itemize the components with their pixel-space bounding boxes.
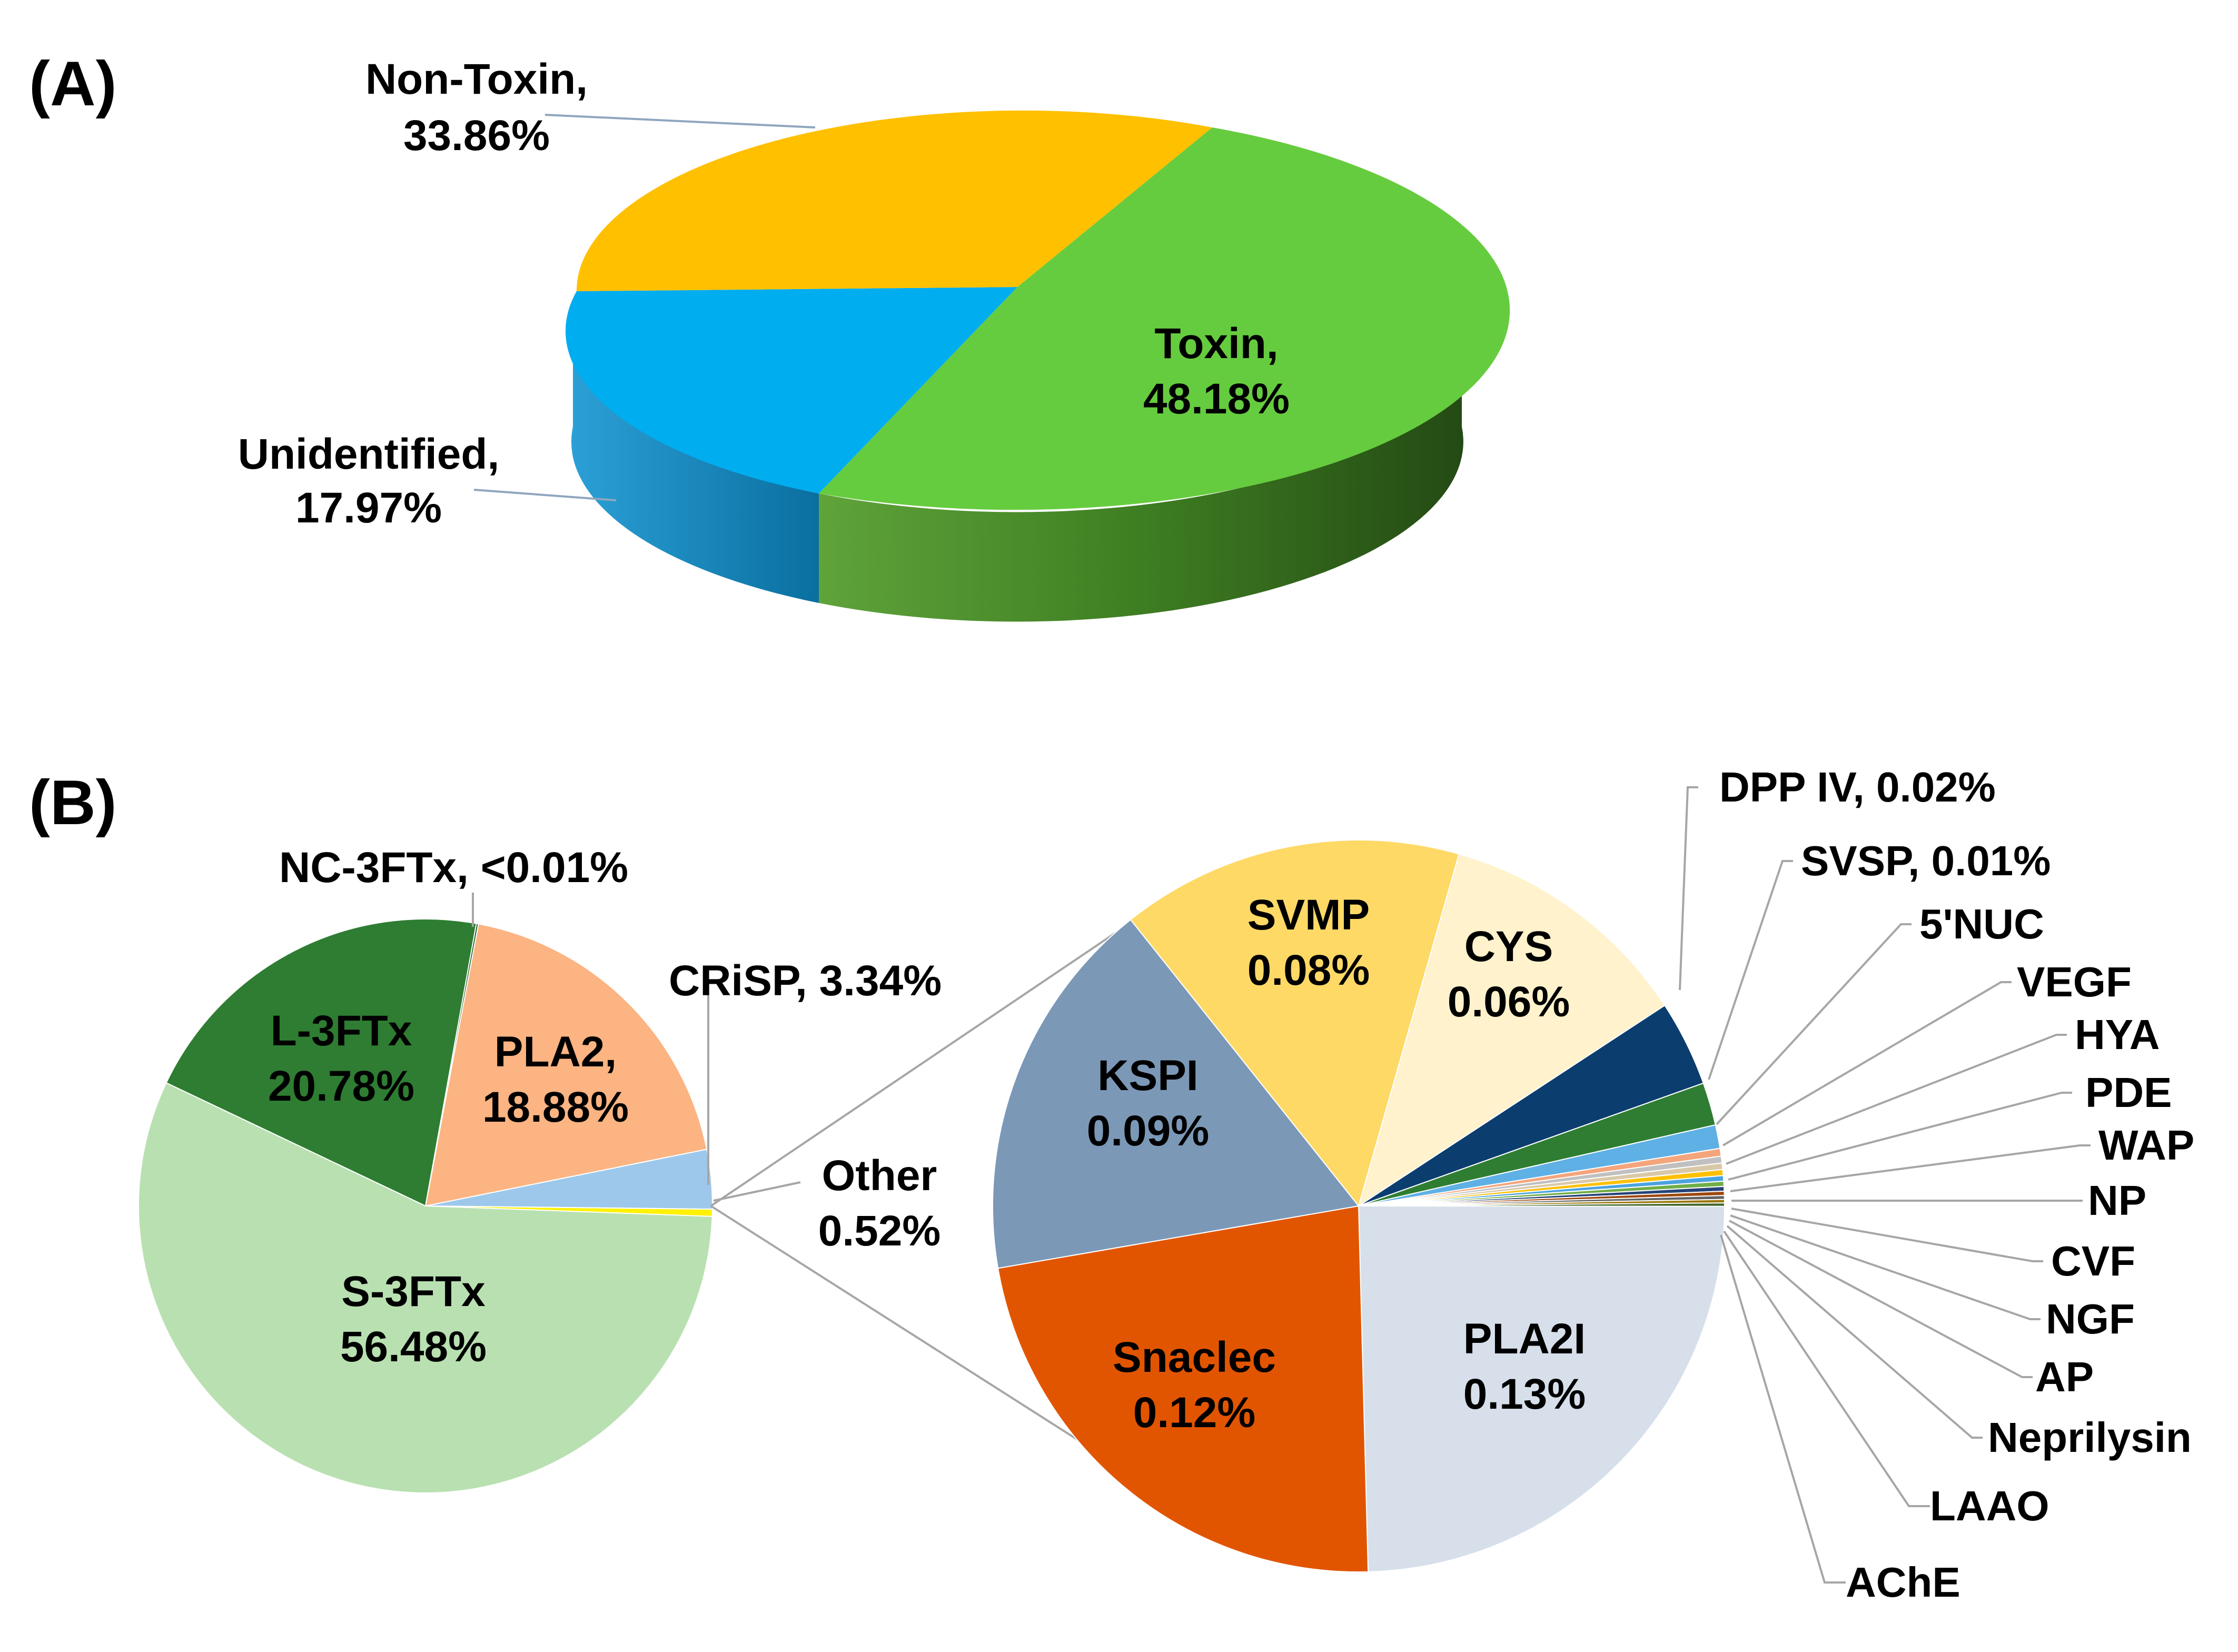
pie-b-leaders xyxy=(472,893,801,1202)
leader-ngf xyxy=(1730,1214,2041,1320)
pie-c-slice-pla2i xyxy=(1358,1205,1726,1572)
pie-a-leader-non-toxin xyxy=(544,114,816,128)
pie-a-side-toxin xyxy=(819,317,1463,622)
leader-hya xyxy=(1726,1034,2067,1165)
pie-b-slice-pla2 xyxy=(424,923,708,1207)
pie-c-label-svmp-1: SVMP xyxy=(1247,891,1370,939)
pie-other-breakdown xyxy=(992,839,1726,1572)
pie-c-label-ap: AP xyxy=(2035,1353,2094,1400)
leader-5nuc xyxy=(1716,923,1912,1125)
leader-dpp-iv xyxy=(1679,786,1698,991)
pie-b-label-l3ftx-2: 20.78% xyxy=(268,1062,414,1110)
pie-c-label-kspi-2: 0.09% xyxy=(1087,1107,1210,1155)
pie-c-label-wap: WAP xyxy=(2098,1122,2194,1169)
panel-b-label: (B) xyxy=(29,767,117,838)
pie-a-leader-unidentified xyxy=(473,489,617,501)
panel-a-label: (A) xyxy=(29,48,117,119)
pie-c-label-svmp-2: 0.08% xyxy=(1247,946,1370,994)
pie-a-label-toxin-2: 48.18% xyxy=(1143,375,1290,423)
pie-c-label-np: NP xyxy=(2088,1177,2146,1224)
leader-ache xyxy=(1720,1234,1846,1584)
pie-c-label-ngf: NGF xyxy=(2046,1295,2135,1342)
leader-vegf xyxy=(1722,981,2012,1146)
pie-c-slice-svmp xyxy=(1130,839,1460,1208)
pie-b-label-l3ftx-1: L-3FTx xyxy=(271,1007,412,1055)
leader-cvf xyxy=(1731,1208,2043,1262)
pie-a: Toxin, 48.18% Unidentified, 17.97% Non-T… xyxy=(238,55,1510,622)
pie-c-slice-snaclec xyxy=(997,1205,1369,1572)
pie-c-label-5nuc: 5'NUC xyxy=(1919,901,2044,947)
pie-c-slice-ache xyxy=(1358,1202,1726,1207)
pie-a-label-non-toxin-2: 33.86% xyxy=(403,112,550,160)
pie-b-slice-l-3ftx xyxy=(165,918,477,1207)
pie-a-label-non-toxin-1: Non-Toxin, xyxy=(365,55,588,103)
pie-b-label-crisp: CRiSP, 3.34% xyxy=(669,957,942,1005)
leader-neprilysin xyxy=(1726,1225,1983,1439)
pie-c-leaders xyxy=(1679,786,2091,1584)
pie-c-label-dpp-iv: DPP IV, 0.02% xyxy=(1719,764,1996,810)
pie-a-side-unidentified xyxy=(571,317,819,603)
leader-pde xyxy=(1728,1092,2072,1181)
pie-a-slice-unidentified xyxy=(565,287,1017,493)
connector-top xyxy=(710,921,1133,1207)
pie-c-label-snaclec-2: 0.12% xyxy=(1133,1389,1256,1437)
pie-b-label-other-1: Other xyxy=(822,1152,937,1200)
leader-ap xyxy=(1729,1220,2033,1378)
pie-c-label-pde: PDE xyxy=(2085,1069,2172,1116)
pie-c-label-pla2i-1: PLA2I xyxy=(1463,1315,1586,1363)
pie-c-label-hya: HYA xyxy=(2075,1011,2160,1058)
pie-b-slice-s-3ftx xyxy=(138,1082,713,1493)
pie-c-label-svsp: SVSP, 0.01% xyxy=(1801,837,2051,884)
pie-a-slice-non-toxin xyxy=(576,110,1212,292)
leader-wap xyxy=(1730,1144,2091,1192)
pie-b xyxy=(138,918,713,1493)
pie-c-label-neprilysin: Neprilysin xyxy=(1988,1414,2192,1461)
pie-a-label-unidentified-2: 17.97% xyxy=(295,484,442,532)
pie-b-label-other-2: 0.52% xyxy=(818,1207,941,1255)
pie-b-label-pla2-1: PLA2, xyxy=(494,1028,617,1076)
pie-b-label-s3ftx-2: 56.48% xyxy=(340,1323,487,1371)
pie-a-label-toxin-1: Toxin, xyxy=(1154,320,1278,368)
pie-c-label-cys-1: CYS xyxy=(1464,923,1553,971)
pie-b-label-nc3ftx: NC-3FTx, <0.01% xyxy=(279,844,628,892)
pie-b-label-pla2-2: 18.88% xyxy=(482,1083,629,1131)
pie-c-label-snaclec-1: Snaclec xyxy=(1113,1333,1276,1381)
pie-c-label-pla2i-2: 0.13% xyxy=(1463,1370,1586,1418)
pie-c-label-cys-2: 0.06% xyxy=(1448,978,1570,1026)
leader-svsp xyxy=(1708,860,1793,1080)
pie-c-label-cvf: CVF xyxy=(2051,1238,2135,1284)
pie-a-slice-toxin xyxy=(819,127,1510,510)
pie-c-slice-cys xyxy=(1358,853,1666,1208)
leader-other xyxy=(713,1181,801,1202)
connector-bottom xyxy=(710,1205,1133,1476)
pie-b-label-s3ftx-1: S-3FTx xyxy=(341,1268,485,1315)
pie-c-label-kspi-1: KSPI xyxy=(1097,1052,1198,1100)
leader-laao xyxy=(1723,1230,1930,1507)
pie-c-label-vegf: VEGF xyxy=(2017,958,2132,1005)
pie-a-label-unidentified-1: Unidentified, xyxy=(238,430,500,478)
pie-c-label-ache: AChE xyxy=(1846,1559,1960,1606)
pie-c-slice-kspi xyxy=(992,918,1360,1269)
pie-c-label-laao: LAAO xyxy=(1930,1482,2049,1529)
